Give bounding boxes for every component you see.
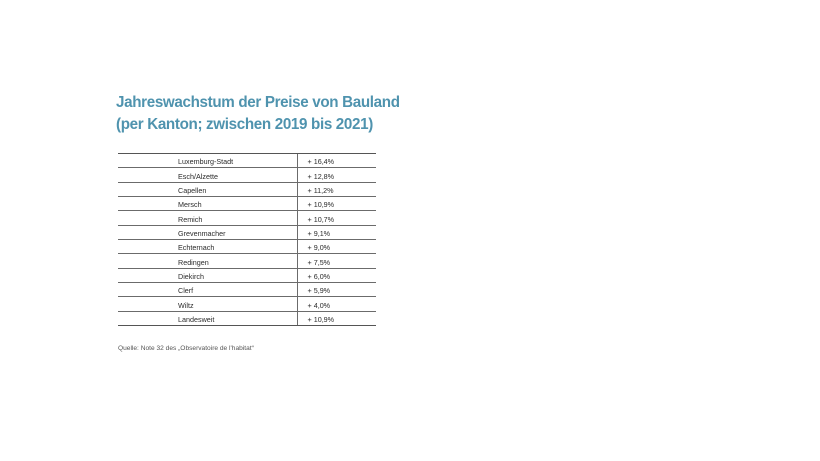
canton-name: Grevenmacher <box>118 225 297 241</box>
source-note: Quelle: Note 32 des „Observatoire de l'h… <box>118 345 254 352</box>
table-row: Clerf + 5,9% <box>118 282 376 298</box>
title-line-2: (per Kanton; zwischen 2019 bis 2021) <box>116 116 373 133</box>
growth-value: + 6,0% <box>296 268 376 284</box>
growth-value: + 10,7% <box>296 210 376 226</box>
table-row: Diekirch + 6,0% <box>118 268 376 284</box>
table-row: Capellen + 11,2% <box>118 182 376 198</box>
growth-value: + 11,2% <box>296 182 376 198</box>
growth-value: + 5,9% <box>296 282 376 298</box>
table-row: Redingen + 7,5% <box>118 253 376 269</box>
table-row: Landesweit + 10,9% <box>118 311 376 327</box>
figure-title: Jahreswachstum der Preise von Bauland (p… <box>116 92 400 136</box>
canton-name: Mersch <box>118 196 297 212</box>
growth-value: + 9,0% <box>296 239 376 255</box>
canton-name: Remich <box>118 210 297 226</box>
canton-name: Landesweit <box>118 311 297 327</box>
growth-value: + 9,1% <box>296 225 376 241</box>
canton-name: Capellen <box>118 182 297 198</box>
table-row: Wiltz + 4,0% <box>118 296 376 312</box>
canton-name: Echternach <box>118 239 297 255</box>
growth-value: + 12,8% <box>296 167 376 183</box>
growth-value: + 10,9% <box>296 196 376 212</box>
canton-name: Esch/Alzette <box>118 167 297 183</box>
price-growth-table: Luxemburg-Stadt + 16,4% Esch/Alzette + 1… <box>118 152 376 327</box>
table-row: Grevenmacher + 9,1% <box>118 225 376 241</box>
title-line-1: Jahreswachstum der Preise von Bauland <box>116 94 400 111</box>
table-row: Luxemburg-Stadt + 16,4% <box>118 152 376 169</box>
table-row: Echternach + 9,0% <box>118 239 376 255</box>
growth-value: + 4,0% <box>296 296 376 312</box>
table-row: Mersch + 10,9% <box>118 196 376 212</box>
canton-name: Luxemburg-Stadt <box>118 152 297 169</box>
canton-name: Diekirch <box>118 268 297 284</box>
canton-name: Wiltz <box>118 296 297 312</box>
growth-value: + 10,9% <box>296 311 376 327</box>
table-row: Esch/Alzette + 12,8% <box>118 167 376 183</box>
canton-name: Clerf <box>118 282 297 298</box>
canton-name: Redingen <box>118 253 297 269</box>
growth-value: + 7,5% <box>296 253 376 269</box>
table-row: Remich + 10,7% <box>118 210 376 226</box>
growth-value: + 16,4% <box>296 152 376 169</box>
figure-block: Jahreswachstum der Preise von Bauland (p… <box>116 92 400 352</box>
